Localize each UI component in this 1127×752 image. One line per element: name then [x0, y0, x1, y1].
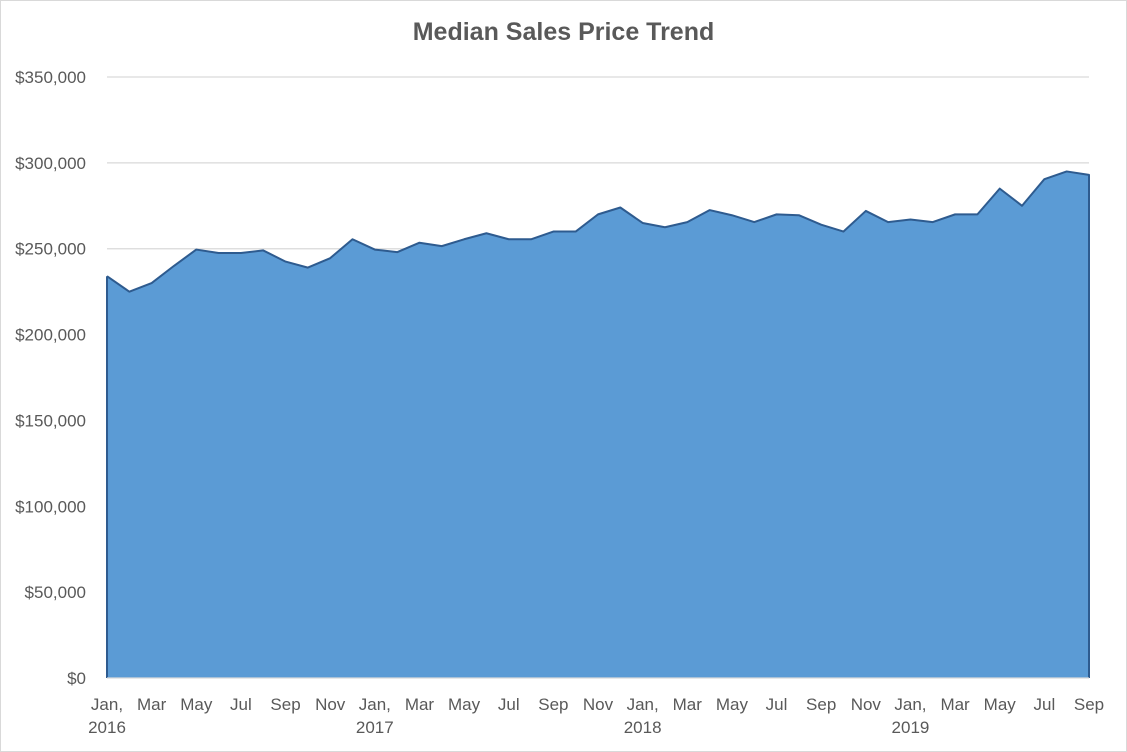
x-tick-label: May [448, 695, 481, 714]
x-tick-year-label: 2016 [88, 718, 126, 737]
x-axis: Jan, 2016 Mar May Jul Sep Nov Jan, 2017 Mar May Jul… [88, 677, 1104, 737]
x-tick-label: Jan, [359, 695, 391, 714]
x-tick-year-label: 2019 [892, 718, 930, 737]
y-tick-label: $100,000 [15, 497, 86, 516]
x-tick-label: Mar [137, 695, 167, 714]
y-tick-label: $250,000 [15, 240, 86, 259]
x-tick-year-label: 2017 [356, 718, 394, 737]
x-tick-label: Sep [270, 695, 300, 714]
y-tick-label: $200,000 [15, 326, 86, 345]
y-tick-label: $350,000 [15, 68, 86, 87]
x-tick-label: Jan, [894, 695, 926, 714]
x-tick-label: Jan, [627, 695, 659, 714]
x-tick-label: Mar [940, 695, 970, 714]
y-tick-label: $300,000 [15, 154, 86, 173]
area-fill [107, 171, 1089, 678]
area-series [106, 170, 1090, 678]
x-tick-label: Sep [806, 695, 836, 714]
x-tick-label: Sep [1074, 695, 1104, 714]
y-tick-label: $150,000 [15, 411, 86, 430]
chart-title: Median Sales Price Trend [412, 18, 715, 46]
x-tick-label: Jul [1033, 695, 1055, 714]
y-tick-label: $0 [67, 669, 86, 688]
x-tick-label: Mar [405, 695, 435, 714]
x-tick-label: Jul [498, 695, 520, 714]
x-tick-label: May [180, 695, 213, 714]
x-tick-label: May [716, 695, 749, 714]
x-tick-label: Nov [851, 695, 882, 714]
area-line [106, 170, 1090, 678]
x-tick-label: Nov [315, 695, 346, 714]
x-tick-label: May [984, 695, 1017, 714]
x-tick-label: Jul [766, 695, 788, 714]
x-tick-year-label: 2018 [624, 718, 662, 737]
x-tick-label: Sep [538, 695, 568, 714]
x-tick-label: Mar [673, 695, 703, 714]
y-axis: $0 $50,000 $100,000 $150,000 $200,000 $250,00… [15, 68, 86, 688]
x-tick-label: Jul [230, 695, 252, 714]
x-tick-label: Jan, [91, 695, 123, 714]
x-tick-label: Nov [583, 695, 614, 714]
y-tick-label: $50,000 [25, 583, 86, 602]
